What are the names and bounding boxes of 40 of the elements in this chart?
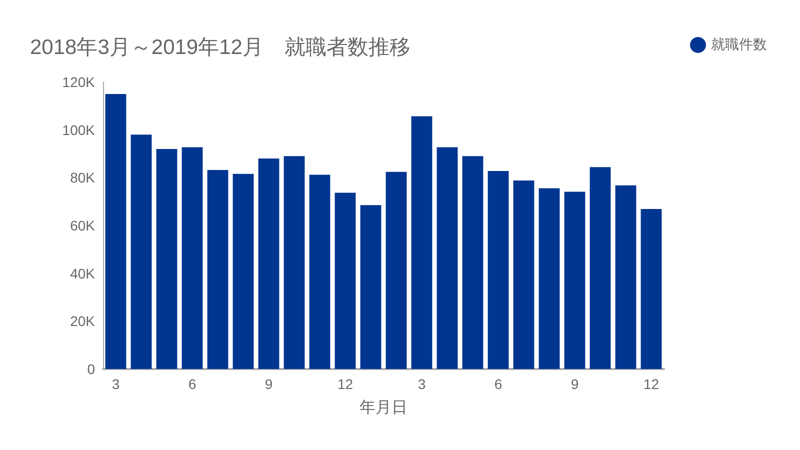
x-tick-label: 9 <box>264 376 273 392</box>
legend-label: 就職件数 <box>711 37 767 53</box>
bar <box>232 174 254 369</box>
bar <box>436 147 458 369</box>
x-tick-label: 12 <box>337 376 354 392</box>
y-tick-label: 80K <box>70 170 96 186</box>
chart-title: 2018年3月～2019年12月 就職者数推移 <box>30 36 410 59</box>
bar <box>488 170 509 369</box>
y-tick-label: 120K <box>62 74 96 90</box>
bar <box>334 192 356 369</box>
bar <box>182 147 203 369</box>
bar <box>284 156 305 369</box>
bar <box>615 185 636 369</box>
x-tick-label: 6 <box>188 376 196 392</box>
y-tick-label: 40K <box>70 265 96 282</box>
bar <box>207 170 228 369</box>
x-tick-label: 12 <box>643 376 660 392</box>
y-tick-label: 0 <box>87 361 96 377</box>
bar <box>564 192 586 369</box>
bar <box>513 180 534 369</box>
x-tick-label: 3 <box>418 376 426 392</box>
bar <box>360 205 382 369</box>
bar <box>105 94 126 369</box>
bar <box>538 188 560 369</box>
bar <box>462 156 484 369</box>
x-tick-label: 6 <box>494 376 502 392</box>
bar <box>411 116 432 369</box>
x-tick-label: 3 <box>112 376 120 392</box>
y-tick-label: 60K <box>70 218 96 234</box>
bar <box>590 167 611 369</box>
bar <box>258 158 280 369</box>
x-axis-title: 年月日 <box>360 398 408 416</box>
bar <box>386 172 407 369</box>
bar <box>640 209 662 369</box>
bar <box>130 134 152 369</box>
bar <box>309 174 330 369</box>
bar <box>156 148 178 369</box>
x-tick-label: 9 <box>570 376 579 392</box>
y-tick-label: 100K <box>62 122 96 138</box>
y-tick-label: 20K <box>70 313 96 330</box>
